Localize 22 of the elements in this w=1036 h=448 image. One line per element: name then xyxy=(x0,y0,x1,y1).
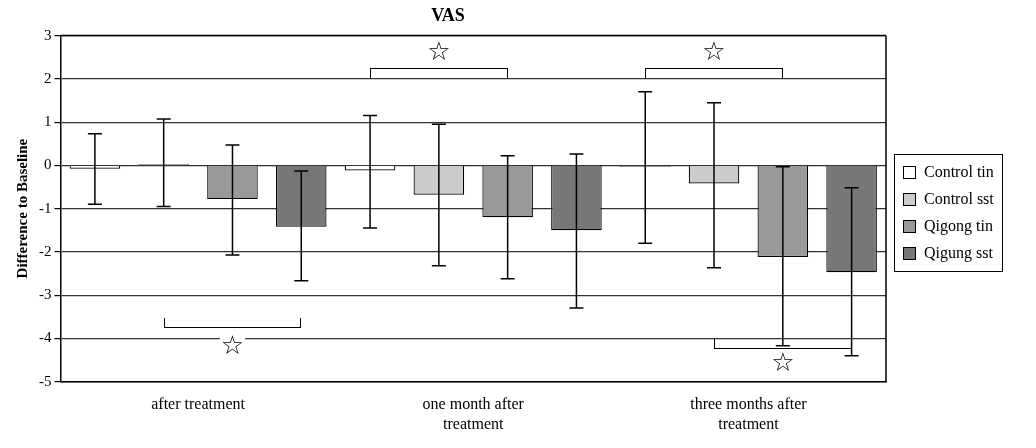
annotation: ☆ xyxy=(702,35,726,66)
y-tick-label: -1 xyxy=(39,199,52,216)
y-tick-label: -5 xyxy=(39,372,52,389)
y-tick-label: 1 xyxy=(44,113,52,130)
y-tick-label: -4 xyxy=(39,329,52,346)
chart-title: VAS xyxy=(431,5,465,26)
y-tick-label: -2 xyxy=(39,242,52,259)
y-tick-label: 2 xyxy=(44,69,52,86)
x-tick-label: one month after treatment xyxy=(422,395,525,432)
legend-label: Qigung sst xyxy=(924,244,993,263)
x-tick-label: three months after treatment xyxy=(690,395,808,432)
y-tick-label: -3 xyxy=(39,286,52,303)
annotation: ☆ xyxy=(220,329,245,360)
legend-label: Qigong tin xyxy=(924,217,993,236)
annotation: ☆ xyxy=(427,35,451,66)
y-tick-label: 3 xyxy=(44,26,52,43)
y-axis-title: Difference to Baseline xyxy=(13,138,30,279)
x-tick-label: after treatment xyxy=(151,395,246,413)
y-tick-label: 0 xyxy=(44,156,52,173)
legend-label: Control sst xyxy=(924,190,994,209)
text: Control tin xyxy=(924,163,994,182)
annotation: ☆ xyxy=(771,347,795,378)
